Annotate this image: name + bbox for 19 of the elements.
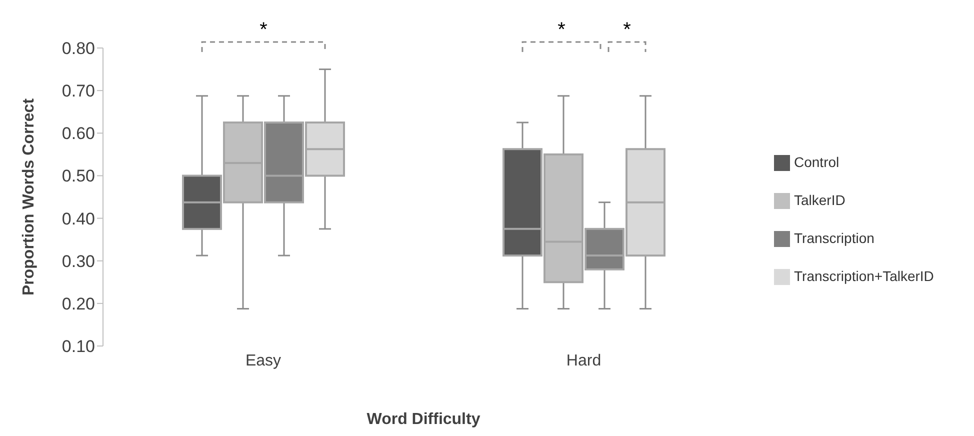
legend-label: Transcription — [794, 230, 874, 246]
text: * — [623, 19, 632, 41]
x-axis-title: Word Difficulty — [366, 411, 480, 428]
text: * — [558, 19, 566, 41]
y-tick-label: 0.10 — [62, 337, 95, 356]
y-tick-label: 0.40 — [62, 209, 95, 228]
y-tick-label: 0.80 — [62, 39, 95, 58]
y-tick-label: 0.30 — [62, 252, 95, 271]
legend-label: TalkerID — [794, 192, 846, 208]
text: * — [260, 19, 268, 41]
y-tick-label: 0.70 — [62, 82, 95, 101]
x-tick-label: Easy — [245, 352, 282, 370]
legend-label: Transcription+TalkerID — [794, 268, 934, 284]
legend-label: Control — [794, 154, 840, 170]
y-tick-label: 0.50 — [62, 166, 95, 186]
y-tick-label: 0.20 — [62, 294, 95, 314]
y-axis-title: Proportion Words Correct — [20, 98, 38, 296]
x-tick-label: Hard — [566, 352, 602, 370]
y-tick-label: 0.60 — [62, 124, 95, 144]
